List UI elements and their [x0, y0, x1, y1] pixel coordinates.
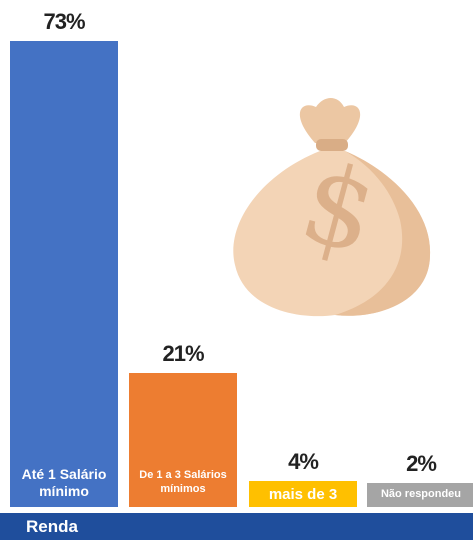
money-bag-icon: $	[233, 98, 431, 317]
footer: Renda	[0, 513, 473, 540]
value-label: 2%	[406, 451, 437, 476]
bar	[10, 41, 118, 507]
value-label: 21%	[162, 340, 204, 366]
footer-title: Renda	[26, 517, 78, 536]
value-label: 73%	[43, 9, 85, 34]
category-label: mais de 3	[249, 483, 357, 507]
value-label: 4%	[288, 449, 319, 475]
category-label: Até 1 Salário mínimo	[10, 459, 118, 507]
category-label: Não respondeu	[367, 483, 473, 507]
category-label: De 1 a 3 Salários mínimos	[129, 459, 237, 507]
